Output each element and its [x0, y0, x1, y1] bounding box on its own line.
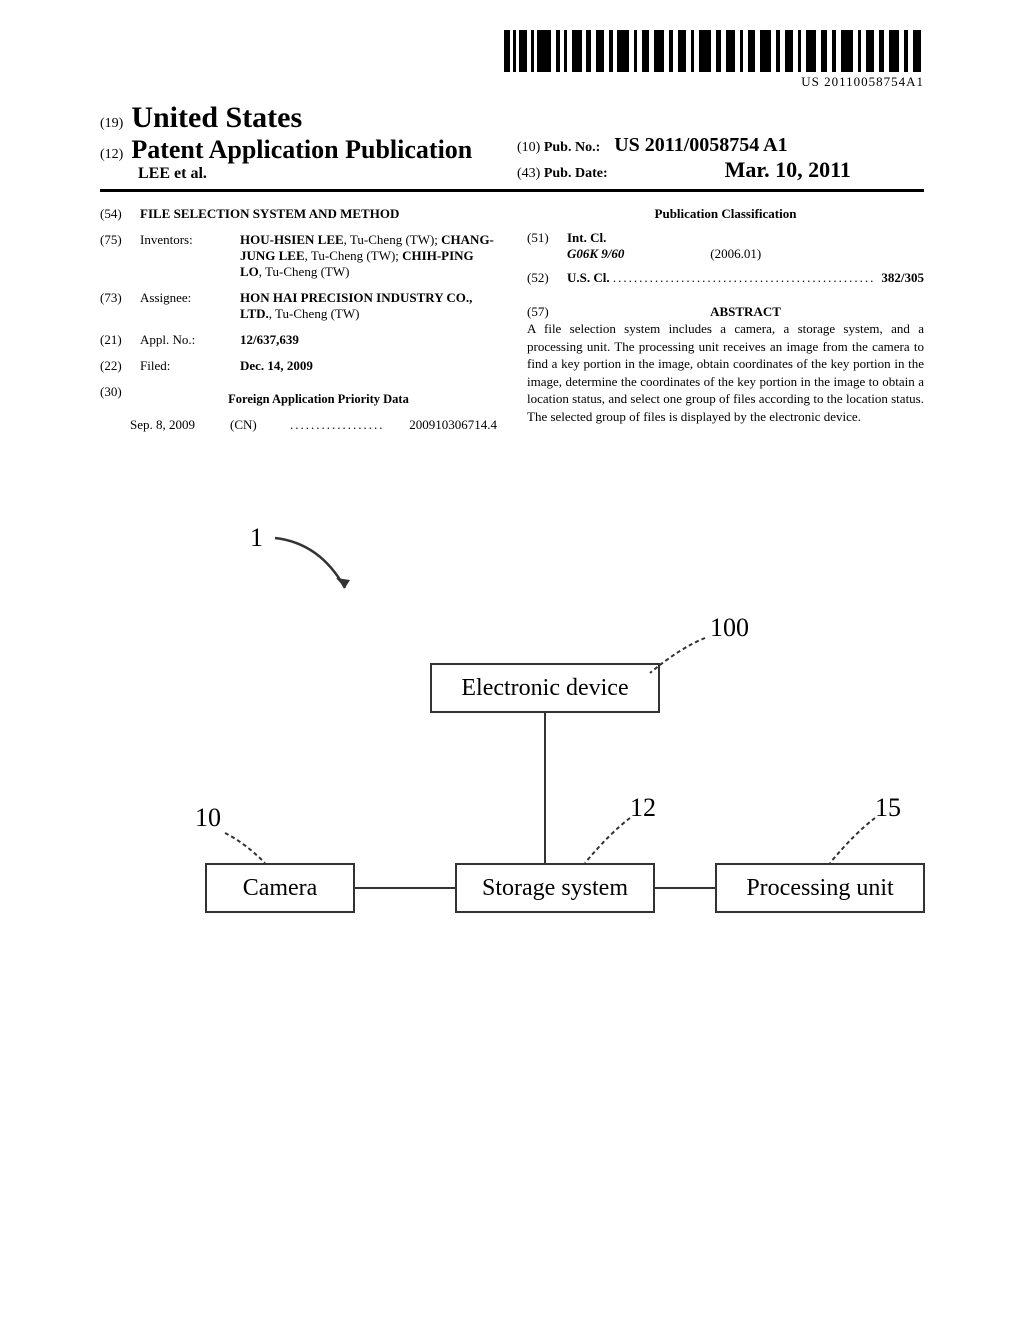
divider-icon: [100, 189, 924, 192]
left-column: (54) FILE SELECTION SYSTEM AND METHOD (7…: [100, 206, 497, 433]
abstract-heading: ABSTRACT: [567, 304, 924, 320]
barcode-region: US 20110058754A1: [100, 30, 924, 91]
foreign-priority-heading: Foreign Application Priority Data: [140, 392, 497, 407]
code-12: (12): [100, 147, 123, 162]
publication-type: Patent Application Publication: [131, 135, 472, 164]
intcl-label: Int. Cl.: [567, 230, 606, 245]
filed-date: Dec. 14, 2009: [240, 358, 313, 373]
assignee-label: Assignee:: [140, 290, 240, 322]
code-43: (43): [517, 166, 540, 181]
pubdate: Mar. 10, 2011: [725, 157, 851, 182]
inventors-value: HOU-HSIEN LEE, Tu-Cheng (TW); CHANG-JUNG…: [240, 232, 497, 280]
header: (19) United States (12) Patent Applicati…: [100, 101, 924, 183]
connector-line-icon: [544, 713, 546, 863]
code-19: (19): [100, 116, 123, 131]
intcl-symbol: G06K 9/60: [567, 246, 707, 262]
pubno-label: Pub. No.:: [544, 140, 600, 155]
foreign-country: (CN): [230, 417, 290, 433]
barcode-icon: US 20110058754A1: [504, 30, 924, 90]
authors: LEE et al.: [138, 165, 507, 183]
box-electronic-device: Electronic device: [430, 663, 660, 713]
leader-line-icon: [640, 633, 720, 683]
right-column: Publication Classification (51) Int. Cl.…: [527, 206, 924, 433]
arrow-icon: [270, 533, 360, 603]
dots-icon: ..................: [290, 417, 409, 433]
inventors-label: Inventors:: [140, 232, 240, 280]
leader-line-icon: [820, 813, 890, 868]
code-73: (73): [100, 290, 140, 322]
figure-diagram: 1 Electronic device 100 Camera 10 Storag…: [100, 493, 924, 973]
leader-line-icon: [575, 813, 645, 868]
abstract-text: A file selection system includes a camer…: [527, 320, 924, 425]
code-52: (52): [527, 270, 567, 286]
pubdate-label: Pub. Date:: [544, 166, 608, 181]
barcode-text: US 20110058754A1: [504, 74, 924, 90]
applno-label: Appl. No.:: [140, 332, 240, 348]
filed-label: Filed:: [140, 358, 240, 374]
box-storage: Storage system: [455, 863, 655, 913]
code-21: (21): [100, 332, 140, 348]
code-22: (22): [100, 358, 140, 374]
pubclass-heading: Publication Classification: [527, 206, 924, 222]
uscl-value: 382/305: [881, 270, 924, 286]
foreign-appnum: 200910306714.4: [409, 417, 497, 433]
uscl-label: U.S. Cl.: [567, 270, 610, 286]
invention-title: FILE SELECTION SYSTEM AND METHOD: [140, 206, 399, 222]
country-title: United States: [131, 101, 302, 134]
code-51: (51): [527, 230, 567, 262]
box-camera: Camera: [205, 863, 355, 913]
code-10: (10): [517, 140, 540, 155]
foreign-priority-row: Sep. 8, 2009 (CN) .................. 200…: [130, 417, 497, 433]
assignee-value: HON HAI PRECISION INDUSTRY CO., LTD., Tu…: [240, 290, 497, 322]
code-54: (54): [100, 206, 140, 222]
pubno: US 2011/0058754 A1: [614, 134, 787, 156]
dots-icon: ........................................…: [613, 270, 878, 286]
foreign-date: Sep. 8, 2009: [130, 417, 230, 433]
leader-line-icon: [220, 828, 280, 868]
applno: 12/637,639: [240, 332, 299, 347]
connector-line-icon: [655, 887, 715, 889]
connector-line-icon: [355, 887, 455, 889]
ref-1: 1: [250, 523, 263, 553]
box-processing-unit: Processing unit: [715, 863, 925, 913]
code-75: (75): [100, 232, 140, 280]
ref-10: 10: [195, 803, 221, 833]
code-30: (30): [100, 384, 140, 415]
intcl-version: (2006.01): [710, 246, 761, 261]
code-57: (57): [527, 304, 567, 320]
